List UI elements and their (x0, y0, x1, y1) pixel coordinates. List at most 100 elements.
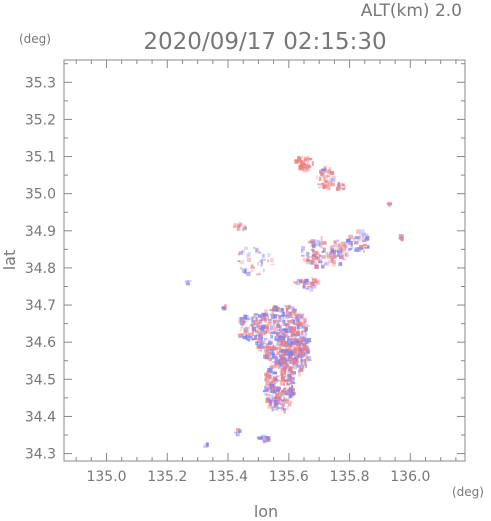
radar-echo-cell (298, 321, 303, 325)
radar-echo-cell (299, 336, 305, 339)
radar-echo-cell (287, 319, 292, 323)
radar-echo-cell (281, 338, 284, 342)
radar-echo-cell (266, 438, 271, 440)
radar-echo-cell (301, 246, 306, 251)
radar-echo-cell (364, 237, 370, 241)
radar-echo-cell (272, 376, 278, 382)
radar-echo-cell (313, 255, 316, 258)
radar-echo-cell (294, 334, 298, 340)
radar-echo-cell (247, 254, 250, 258)
radar-echo-cell (283, 376, 286, 379)
radar-echo-cell (303, 317, 307, 323)
radar-echo-cell (282, 402, 285, 407)
radar-echo-cell (269, 365, 274, 370)
x-tick-label: 135.0 (86, 469, 126, 485)
radar-echo-cell (287, 390, 290, 394)
radar-echo-cell (264, 385, 267, 391)
radar-echo-cell (292, 357, 297, 362)
radar-echo-cell (255, 250, 257, 254)
radar-echo-cell (336, 239, 340, 242)
radar-echo-cell (261, 317, 266, 320)
radar-echo-cell (250, 336, 254, 340)
radar-echo-cell (278, 379, 284, 382)
radar-echo-cell (258, 319, 262, 323)
radar-echo-cell (364, 232, 366, 237)
radar-echo-cell (256, 273, 261, 276)
radar-echo-cell (287, 371, 289, 373)
radar-echo-cell (292, 322, 298, 326)
radar-echo-cell (254, 319, 259, 325)
radar-echo-cell (365, 235, 370, 238)
radar-echo-cell (276, 337, 280, 341)
radar-echo-cell (255, 323, 260, 327)
y-tick-label: 34.7 (25, 298, 56, 314)
radar-echo-cell (345, 252, 349, 258)
radar-echo-cell (263, 352, 266, 357)
radar-echo-cell (318, 244, 321, 247)
radar-echo-cell (272, 345, 275, 347)
radar-echo-cell (276, 399, 280, 404)
radar-echo-cell (244, 317, 250, 321)
radar-echo-cell (274, 356, 278, 360)
radar-echo-cell (333, 254, 337, 259)
radar-echo-cell (387, 204, 391, 208)
radar-echo-cell (236, 228, 239, 231)
radar-echo-cell (341, 183, 345, 186)
radar-echo-cell (398, 234, 404, 239)
radar-echo-cell (271, 407, 274, 412)
radar-echo-cell (336, 253, 340, 257)
radar-echo-cell (257, 251, 260, 254)
radar-echo-cell (279, 391, 284, 397)
radar-echo-cell (280, 334, 283, 337)
radar-echo-cell (267, 315, 269, 320)
radar-echo-cell (302, 365, 305, 370)
radar-echo-cell (275, 333, 279, 337)
radar-echo-cell (290, 349, 294, 352)
radar-echo-cell (273, 376, 276, 379)
radar-echo-cell (267, 404, 273, 409)
radar-echo-cell (307, 255, 312, 258)
radar-echo-cell (341, 187, 346, 191)
radar-echo-cell (287, 314, 292, 317)
radar-echo-cell (260, 348, 263, 352)
radar-echo-cell (312, 251, 317, 256)
radar-echo-cell (300, 358, 303, 363)
radar-echo-cell (275, 320, 281, 323)
radar-echo-cell (267, 321, 272, 326)
radar-echo-cell (274, 396, 277, 399)
radar-echo-cell (264, 309, 268, 314)
radar-echo-cell (265, 384, 269, 387)
radar-echo-cell (284, 399, 290, 402)
radar-echo-cell (256, 340, 260, 343)
radar-echo-cell (278, 317, 282, 322)
radar-echo-cell (283, 372, 287, 375)
radar-echo-cell (318, 254, 322, 257)
radar-echo-cell (255, 249, 258, 252)
radar-echo-cell (238, 317, 242, 322)
radar-echo-cell (260, 434, 263, 439)
radar-echo-cell (284, 345, 288, 350)
radar-echo-cell (258, 335, 263, 340)
radar-echo-cell (268, 346, 273, 351)
radar-echo-cell (304, 345, 309, 348)
radar-echo-cell (311, 240, 316, 246)
radar-echo-cell (274, 382, 276, 386)
radar-echo-cell (275, 324, 279, 329)
radar-echo-cell (237, 223, 242, 228)
radar-echo-cell (293, 350, 297, 356)
x-unit-label: (deg) (452, 485, 484, 499)
radar-echo-cell (280, 349, 286, 352)
radar-echo-cell (273, 372, 278, 375)
radar-echo-cell (283, 343, 286, 346)
radar-echo-cell (338, 245, 343, 251)
radar-echo-cell (237, 260, 241, 262)
radar-echo-cell (284, 363, 289, 368)
radar-echo-cell (326, 261, 330, 267)
axis-ticks: 135.0 135.2 135.4 135.6 135.8 136.0 34.3 34.4 34… (25, 60, 465, 485)
radar-echo-cell (332, 243, 338, 247)
radar-echo-cell (292, 359, 297, 364)
radar-echo-cell (281, 336, 285, 341)
radar-echo-cell (331, 182, 335, 187)
radar-echo-cell (260, 328, 265, 332)
radar-echo-cell (268, 330, 272, 335)
